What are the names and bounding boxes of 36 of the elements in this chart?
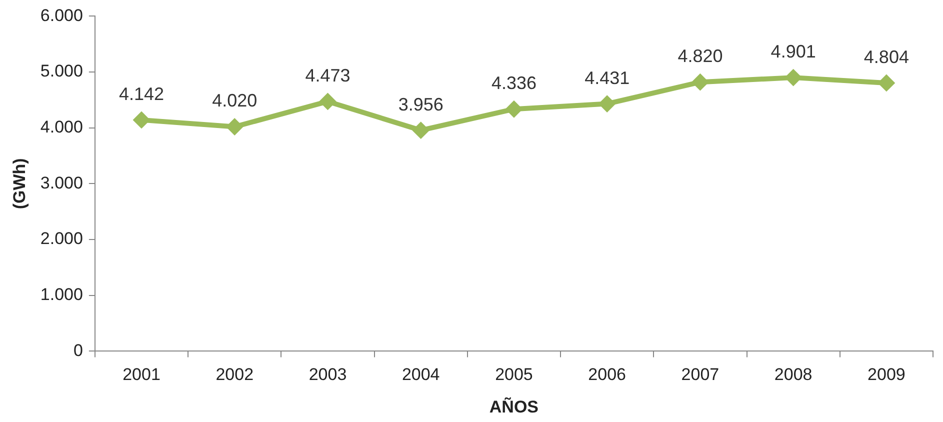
y-tick-label: 0 bbox=[73, 340, 83, 360]
point bbox=[319, 92, 336, 110]
x-axis-title: AÑOS bbox=[489, 396, 539, 416]
x-tick-label: 2005 bbox=[495, 365, 533, 384]
data-label: 4.901 bbox=[770, 42, 816, 62]
y-axis-title: (GWh) bbox=[10, 158, 29, 210]
data-label: 4.473 bbox=[305, 65, 350, 86]
point bbox=[412, 122, 430, 139]
x-tick-label: 2008 bbox=[774, 365, 812, 384]
data-label: 3.956 bbox=[398, 94, 444, 114]
point bbox=[226, 118, 244, 136]
point bbox=[692, 74, 709, 91]
x-tick-label: 2006 bbox=[588, 365, 626, 384]
point bbox=[133, 111, 150, 128]
x-tick-label: 2002 bbox=[216, 365, 254, 384]
point bbox=[784, 69, 802, 86]
data-label: 4.820 bbox=[678, 46, 723, 66]
y-tick-label: 5.000 bbox=[40, 62, 83, 81]
data-label: 4.142 bbox=[118, 84, 164, 104]
y-tick-label: 4.000 bbox=[40, 118, 83, 137]
data-label: 4.804 bbox=[864, 46, 909, 67]
point bbox=[505, 100, 522, 118]
y-tick-label: 2.000 bbox=[40, 229, 83, 248]
x-tick-label: 2009 bbox=[868, 365, 906, 384]
point bbox=[598, 95, 616, 112]
x-tick-label: 2003 bbox=[308, 365, 347, 384]
x-tick-label: 2001 bbox=[122, 365, 160, 384]
point bbox=[878, 74, 895, 92]
data-label: 4.336 bbox=[491, 73, 536, 94]
data-label: 4.431 bbox=[584, 68, 630, 88]
data-label: 4.020 bbox=[212, 90, 258, 111]
y-tick-label: 6.000 bbox=[40, 6, 83, 25]
x-tick-label: 2004 bbox=[402, 365, 440, 384]
y-tick-label: 1.000 bbox=[40, 285, 83, 304]
y-tick-label: 3.000 bbox=[40, 173, 83, 192]
x-tick-label: 2007 bbox=[681, 365, 720, 384]
